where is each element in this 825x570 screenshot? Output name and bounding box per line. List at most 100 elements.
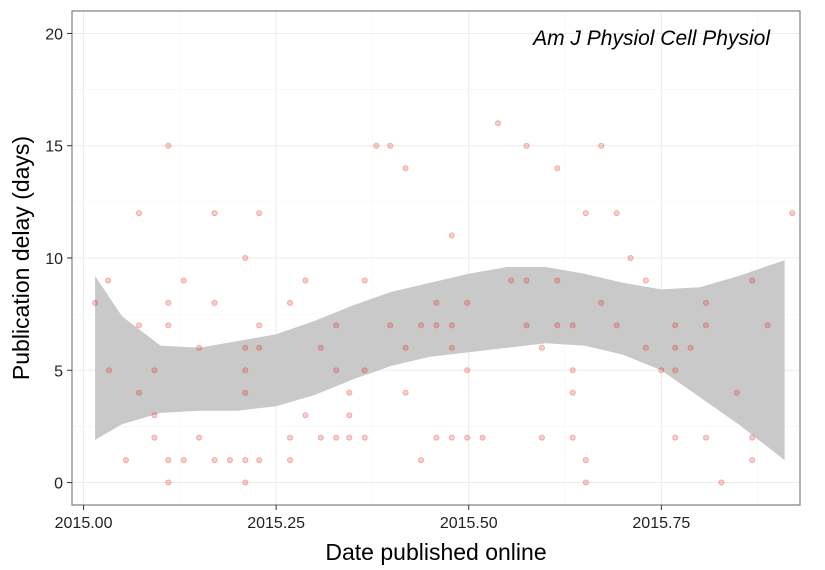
data-point — [598, 142, 605, 149]
data-point — [733, 389, 740, 396]
data-point — [433, 299, 440, 306]
data-point — [538, 344, 545, 351]
data-point — [256, 344, 263, 351]
x-axis-ticks: 2015.00 2015.25 2015.50 2015.75 — [55, 505, 690, 532]
data-point — [494, 120, 501, 127]
data-point — [569, 389, 576, 396]
x-tick-label: 2015.50 — [440, 515, 498, 532]
data-point — [92, 299, 99, 306]
data-point — [554, 165, 561, 172]
data-point — [242, 367, 249, 374]
data-point — [346, 389, 353, 396]
data-point — [464, 299, 471, 306]
data-point — [151, 412, 158, 419]
y-axis-ticks: 0 5 10 15 20 — [45, 26, 72, 493]
data-point — [613, 322, 620, 329]
data-point — [789, 210, 796, 217]
data-point — [402, 389, 409, 396]
data-point — [242, 344, 249, 351]
data-point — [687, 344, 694, 351]
data-point — [508, 277, 515, 284]
data-point — [361, 367, 368, 374]
data-point — [417, 322, 424, 329]
data-point — [569, 434, 576, 441]
data-point — [165, 479, 172, 486]
data-point — [448, 344, 455, 351]
data-point — [448, 232, 455, 239]
data-point — [317, 434, 324, 441]
data-point — [135, 210, 142, 217]
smooth-confidence-band — [95, 260, 785, 461]
data-point — [464, 367, 471, 374]
data-point — [242, 457, 249, 464]
data-point — [523, 142, 530, 149]
data-point — [479, 434, 486, 441]
y-axis-title: Publication delay (days) — [8, 136, 34, 380]
data-point — [256, 210, 263, 217]
x-tick-label: 2015.25 — [247, 515, 305, 532]
data-point — [361, 434, 368, 441]
data-point — [302, 412, 309, 419]
data-point — [554, 277, 561, 284]
y-tick-label: 15 — [45, 139, 63, 156]
data-point — [346, 412, 353, 419]
x-axis-title: Date published online — [325, 539, 546, 565]
data-point — [180, 277, 187, 284]
data-point — [672, 322, 679, 329]
y-tick-label: 10 — [45, 251, 63, 268]
x-tick-label: 2015.75 — [632, 515, 690, 532]
data-point — [598, 299, 605, 306]
data-point — [627, 254, 634, 261]
y-tick-label: 5 — [54, 363, 63, 380]
data-point — [256, 457, 263, 464]
data-point — [703, 299, 710, 306]
data-point — [658, 367, 665, 374]
data-point — [196, 434, 203, 441]
data-point — [122, 457, 129, 464]
data-point — [448, 434, 455, 441]
data-point — [448, 322, 455, 329]
data-point — [672, 367, 679, 374]
data-point — [464, 434, 471, 441]
data-point — [361, 277, 368, 284]
data-point — [135, 322, 142, 329]
data-point — [387, 322, 394, 329]
data-points — [92, 120, 796, 486]
data-point — [373, 142, 380, 149]
data-point — [672, 434, 679, 441]
data-point — [433, 322, 440, 329]
y-tick-label: 0 — [54, 476, 63, 493]
data-point — [346, 434, 353, 441]
data-point — [151, 367, 158, 374]
data-point — [523, 277, 530, 284]
data-point — [402, 344, 409, 351]
data-point — [642, 277, 649, 284]
data-point — [211, 299, 218, 306]
data-point — [242, 254, 249, 261]
data-point — [569, 322, 576, 329]
y-tick-label: 20 — [45, 26, 63, 43]
data-point — [256, 322, 263, 329]
data-point — [242, 389, 249, 396]
data-point — [703, 322, 710, 329]
data-point — [387, 142, 394, 149]
data-point — [749, 457, 756, 464]
data-point — [333, 367, 340, 374]
data-point — [554, 322, 561, 329]
data-point — [151, 434, 158, 441]
data-point — [242, 479, 249, 486]
data-point — [672, 344, 679, 351]
data-point — [286, 434, 293, 441]
data-point — [105, 277, 112, 284]
data-point — [749, 434, 756, 441]
data-point — [764, 322, 771, 329]
data-point — [226, 457, 233, 464]
data-point — [165, 299, 172, 306]
data-point — [165, 457, 172, 464]
data-point — [582, 210, 589, 217]
data-point — [718, 479, 725, 486]
data-point — [402, 165, 409, 172]
data-point — [135, 389, 142, 396]
data-point — [196, 344, 203, 351]
